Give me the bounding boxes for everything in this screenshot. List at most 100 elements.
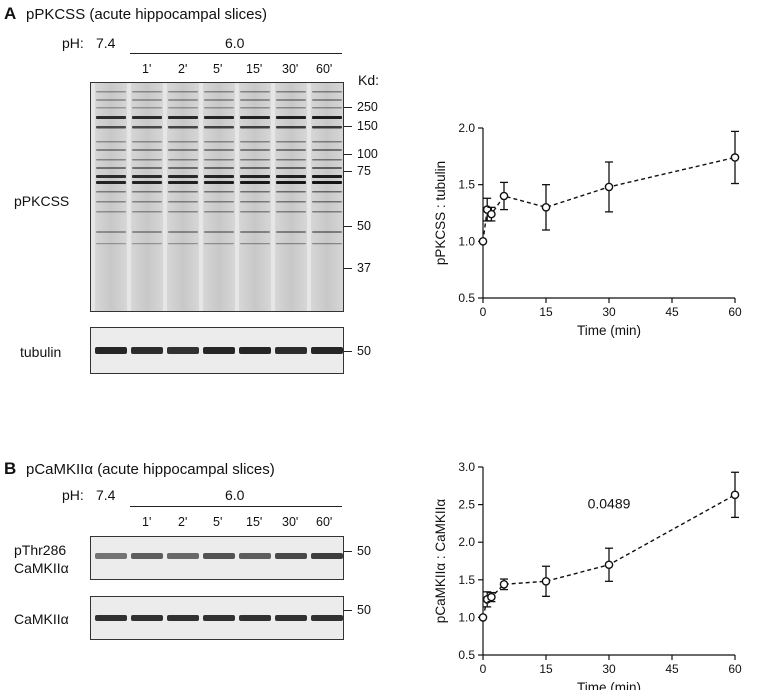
ppkcss-label: pPKCSS — [14, 193, 70, 209]
timepoint-b-4: 15' — [246, 515, 263, 529]
marker-tick-75 — [344, 171, 352, 172]
chart2-ylabel: pCaMKIIα : CaMKIIα — [433, 499, 448, 624]
ph-treat-b: 6.0 — [225, 487, 245, 503]
chart2-xtick-label: 30 — [602, 662, 616, 676]
ppkcss-blot-image — [95, 83, 343, 311]
camkBands-band-1 — [95, 615, 127, 621]
marker-tick-250 — [344, 107, 352, 108]
chart2-ytick-label: 0.5 — [458, 648, 475, 662]
chart1-xtick-label: 45 — [665, 305, 679, 319]
camkBands-band-2 — [131, 615, 163, 621]
tubulin-blot — [90, 327, 344, 374]
camkii-blot — [90, 596, 344, 640]
chart2-annotation: <0.0001 — [710, 445, 761, 447]
panel-a-title: pPKCSS (acute hippocampal slices) — [26, 6, 267, 23]
marker-50: 50 — [357, 219, 371, 233]
chart2-point — [487, 592, 496, 602]
marker-75: 75 — [357, 164, 371, 178]
lane-5 — [239, 83, 271, 311]
chart1-point — [541, 203, 551, 212]
chart1-xlabel: Time (min) — [577, 323, 641, 338]
pthrBands-band-7 — [311, 553, 343, 559]
tubulinBands-band-7 — [311, 347, 343, 354]
timepoint-b-1: 1' — [142, 515, 152, 529]
tubulin-marker: 50 — [357, 344, 371, 358]
camkBands-band-4 — [203, 615, 235, 621]
chart1-xtick-label: 60 — [728, 305, 742, 319]
camkBands-band-6 — [275, 615, 307, 621]
chart1-point — [478, 237, 488, 246]
chart2-xtick-label: 15 — [539, 662, 553, 676]
tubulin-label: tubulin — [20, 344, 62, 360]
ph-bracket-b — [130, 506, 342, 507]
pthrBands-band-6 — [275, 553, 307, 559]
timepoint-a-5: 30' — [282, 62, 299, 76]
pthrBands-band-4 — [203, 553, 235, 559]
chart2-ytick-label: 1.0 — [458, 610, 475, 624]
kd-label: Kd: — [358, 72, 380, 88]
chart1-ytick-label: 1.5 — [458, 178, 475, 192]
chart1-xtick-label: 15 — [539, 305, 553, 319]
timepoint-b-6: 60' — [316, 515, 333, 529]
chart2-point — [541, 577, 551, 586]
chart2-point — [604, 560, 614, 570]
pthrBands-band-3 — [167, 553, 199, 559]
panel-a-letter: A — [4, 4, 17, 23]
chart2-xtick-label: 60 — [728, 662, 742, 676]
chart1-ytick-label: 2.0 — [458, 121, 475, 135]
marker-tick-37 — [344, 268, 352, 269]
chart2-ytick-label: 3.0 — [458, 460, 475, 474]
lane-2 — [131, 83, 163, 311]
pthr286-marker: 50 — [357, 544, 371, 558]
camkBands-band-5 — [239, 615, 271, 621]
pthr286-marker-tick — [344, 551, 352, 552]
chart2-point — [499, 580, 509, 589]
chart2-point — [730, 490, 740, 500]
tubulinBands-band-3 — [167, 347, 199, 354]
timepoint-a-1: 1' — [142, 62, 152, 76]
chart2-ytick-label: 2.5 — [458, 498, 475, 512]
chart1-xtick-label: 0 — [480, 305, 487, 319]
chart-pcamkii: 0.5 1.0 1.5 2.0 2.5 3.0 0 15 30 45 60 Time (min) pCa… — [433, 445, 761, 690]
timepoint-b-3: 5' — [213, 515, 223, 529]
chart1-xtick-label: 30 — [602, 305, 616, 319]
chart1-ylabel: pPKCSS : tubulin — [433, 161, 448, 265]
timepoint-b-2: 2' — [178, 515, 188, 529]
timepoint-a-2: 2' — [178, 62, 188, 76]
ph-label-a: pH: — [62, 35, 84, 51]
panel-b-letter: B — [4, 459, 17, 478]
chart2-point — [478, 613, 488, 622]
chart2-xtick-label: 45 — [665, 662, 679, 676]
chart1-point — [499, 191, 509, 201]
tubulinBands-band-6 — [275, 347, 307, 354]
ph-control-b: 7.4 — [96, 487, 116, 503]
pthr286-label-line1: pThr286 — [14, 542, 67, 558]
camkBands-band-3 — [167, 615, 199, 621]
pthr286-blot — [90, 536, 344, 580]
timepoint-a-6: 60' — [316, 62, 333, 76]
camkii-marker-tick — [344, 610, 352, 611]
marker-250: 250 — [357, 100, 378, 114]
marker-100: 100 — [357, 147, 378, 161]
marker-tick-150 — [344, 126, 352, 127]
ph-control-a: 7.4 — [96, 35, 116, 51]
pthr286-label-line2: CaMKIIα — [14, 560, 69, 576]
lane-1 — [95, 83, 127, 311]
marker-tick-50 — [344, 226, 352, 227]
timepoint-a-3: 5' — [213, 62, 223, 76]
ppkcss-blot — [90, 82, 344, 312]
chart2-xlabel: Time (min) — [577, 680, 641, 690]
tubulin-marker-tick — [344, 351, 352, 352]
lane-7 — [311, 83, 343, 311]
camkBands-band-7 — [311, 615, 343, 621]
panel-b-title: pCaMKIIα (acute hippocampal slices) — [26, 461, 275, 478]
pthrBands-band-1 — [95, 553, 127, 559]
chart2-annotation: 0.0489 — [588, 495, 631, 511]
chart1-point — [730, 153, 740, 162]
pthrBands-band-5 — [239, 553, 271, 559]
chart2-xtick-label: 0 — [480, 662, 487, 676]
chart1-ytick-label: 1.0 — [458, 234, 475, 248]
lane-6 — [275, 83, 307, 311]
ph-label-b: pH: — [62, 487, 84, 503]
tubulinBands-band-4 — [203, 347, 235, 354]
